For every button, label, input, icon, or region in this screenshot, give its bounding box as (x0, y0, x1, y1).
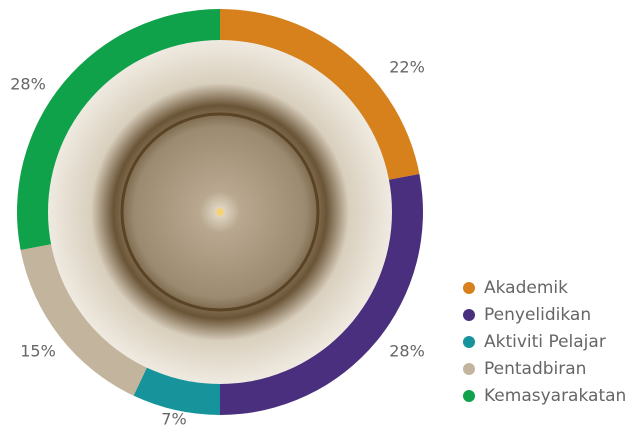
donut-segment (220, 9, 420, 181)
value-label: 28% (389, 342, 425, 361)
value-label: 7% (161, 410, 186, 429)
center-star (216, 208, 224, 216)
value-label: 28% (10, 75, 46, 94)
value-label: 15% (20, 342, 56, 361)
legend-label: Akademik (484, 278, 568, 298)
donut-segment (133, 365, 220, 415)
legend-marker (463, 390, 475, 402)
donut-segment (220, 173, 423, 415)
donut-segment (20, 243, 148, 396)
legend-marker (463, 309, 475, 321)
legend-marker (463, 363, 475, 375)
donut-segment (16, 9, 221, 251)
legend-label: Pentadbiran (484, 359, 586, 379)
center-ring (120, 112, 320, 312)
value-label: 22% (389, 58, 425, 77)
legend-marker (463, 336, 475, 348)
legend-label: Kemasyarakatan (484, 386, 626, 406)
legend-label: Penyelidikan (484, 305, 591, 325)
legend-marker (463, 282, 475, 294)
legend-label: Aktiviti Pelajar (484, 332, 606, 352)
